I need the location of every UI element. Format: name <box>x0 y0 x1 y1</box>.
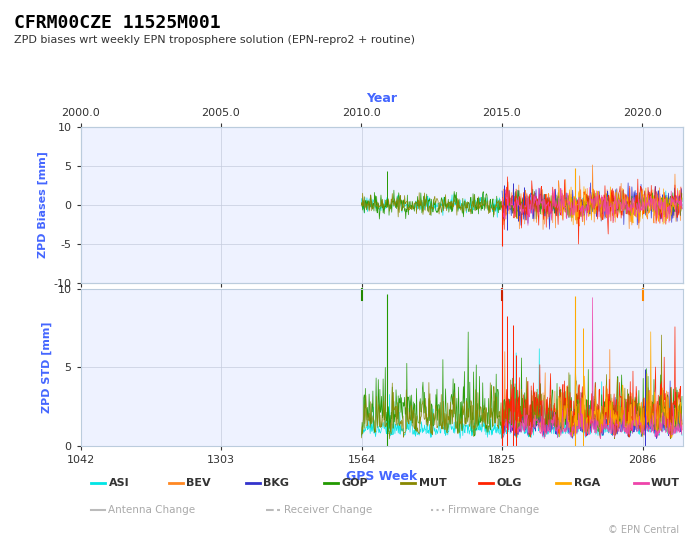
Text: Antenna Change: Antenna Change <box>108 505 195 515</box>
Y-axis label: ZPD STD [mm]: ZPD STD [mm] <box>42 322 52 413</box>
Text: CFRM00CZE 11525M001: CFRM00CZE 11525M001 <box>14 14 220 31</box>
X-axis label: GPS Week: GPS Week <box>346 470 417 483</box>
Text: BKG: BKG <box>263 478 290 488</box>
X-axis label: Year: Year <box>366 92 397 105</box>
Text: RGA: RGA <box>573 478 600 488</box>
Text: WUT: WUT <box>651 478 680 488</box>
Text: OLG: OLG <box>496 478 522 488</box>
Text: GOP: GOP <box>341 478 368 488</box>
Text: ASI: ASI <box>108 478 129 488</box>
Text: BEV: BEV <box>186 478 211 488</box>
Text: MUT: MUT <box>419 478 447 488</box>
Text: ZPD biases wrt weekly EPN troposphere solution (EPN-repro2 + routine): ZPD biases wrt weekly EPN troposphere so… <box>14 35 415 45</box>
Text: Receiver Change: Receiver Change <box>284 505 372 515</box>
Text: © EPN Central: © EPN Central <box>608 524 679 535</box>
Y-axis label: ZPD Biases [mm]: ZPD Biases [mm] <box>38 152 48 259</box>
Text: Firmware Change: Firmware Change <box>448 505 539 515</box>
